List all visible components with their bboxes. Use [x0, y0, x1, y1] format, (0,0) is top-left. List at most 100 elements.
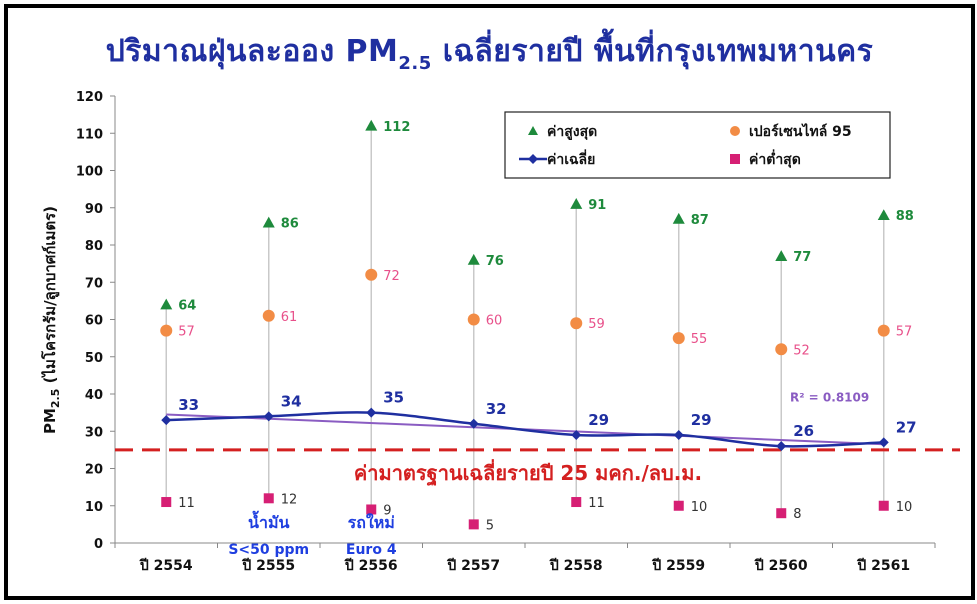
legend-max-symbol	[528, 126, 538, 135]
y-tick-label: 0	[94, 537, 103, 552]
min-marker	[571, 497, 582, 508]
average-value-label: 33	[178, 396, 199, 414]
p95-value-label: 72	[383, 269, 400, 284]
policy-annotation: Euro 4	[346, 542, 397, 558]
y-tick-label: 40	[85, 388, 103, 403]
average-value-label: 29	[588, 411, 609, 429]
min-value-label: 12	[281, 492, 298, 507]
max-marker	[467, 253, 480, 265]
average-value-label: 34	[281, 392, 302, 410]
p95-marker	[467, 313, 480, 326]
y-tick-label: 30	[85, 425, 103, 440]
p95-value-label: 52	[793, 343, 810, 358]
max-marker	[672, 212, 685, 224]
min-value-label: 10	[896, 500, 913, 515]
x-tick-label: ปี 2556	[343, 558, 397, 574]
p95-marker	[160, 324, 173, 337]
y-tick-label: 100	[76, 165, 103, 180]
max-value-label: 77	[793, 250, 811, 265]
chart-title: ปริมาณฝุ่นละออง PM2.5 เฉลี่ยรายปี พื้นที…	[8, 28, 971, 75]
min-marker	[673, 500, 684, 511]
y-tick-label: 60	[85, 314, 103, 329]
y-axis-title: PM2.5 (ไมโครกรัม/ลูกบาศก์เมตร)	[40, 206, 62, 434]
min-marker	[776, 508, 787, 519]
average-value-label: 35	[383, 389, 404, 407]
average-value-label: 29	[691, 411, 712, 429]
max-marker	[877, 209, 890, 220]
legend-min-symbol	[730, 154, 740, 164]
legend-box	[504, 111, 891, 179]
min-value-label: 11	[588, 496, 605, 511]
x-tick-label: ปี 2555	[241, 558, 295, 574]
y-tick-label: 20	[85, 463, 103, 478]
average-marker	[366, 407, 377, 418]
title-rest: เฉลี่ยรายปี พื้นที่กรุงเทพมหานคร	[431, 34, 874, 69]
policy-annotation: S<50 ppm	[228, 542, 309, 558]
max-value-label: 91	[588, 198, 606, 213]
min-value-label: 11	[178, 496, 195, 511]
p95-value-label: 59	[588, 317, 605, 332]
p95-marker	[262, 309, 275, 322]
average-series-line	[166, 411, 884, 448]
y-tick-label: 90	[85, 202, 103, 217]
x-tick-label: ปี 2560	[753, 558, 807, 574]
min-marker	[263, 493, 274, 504]
max-value-label: 112	[383, 120, 410, 135]
min-marker	[161, 497, 172, 508]
average-value-label: 26	[793, 422, 814, 440]
x-tick-label: ปี 2557	[446, 558, 500, 574]
y-tick-label: 70	[85, 276, 103, 291]
standard-line-label: ค่ามาตรฐานเฉลี่ยรายปี 25 มคก./ลบ.ม.	[354, 458, 702, 487]
x-tick-label: ปี 2554	[138, 558, 192, 574]
max-value-label: 64	[178, 299, 196, 314]
p95-value-label: 57	[178, 325, 195, 340]
average-value-label: 27	[896, 418, 917, 436]
p95-marker	[672, 332, 685, 345]
average-value-label: 32	[486, 400, 507, 418]
legend-average-symbol	[528, 154, 538, 164]
policy-annotation: น้ำมัน	[248, 510, 289, 532]
average-marker	[878, 437, 889, 448]
min-marker	[878, 500, 889, 511]
legend-label-p95: เปอร์เซนไทล์ 95	[749, 122, 852, 140]
y-tick-label: 50	[85, 351, 103, 366]
p95-value-label: 61	[281, 310, 298, 325]
min-value-label: 10	[691, 500, 708, 515]
y-tick-label: 120	[76, 90, 103, 105]
x-tick-label: ปี 2558	[548, 558, 602, 574]
x-tick-label: ปี 2559	[651, 558, 705, 574]
p95-value-label: 60	[486, 314, 503, 329]
min-value-label: 5	[486, 518, 494, 533]
max-marker	[160, 298, 173, 310]
min-marker	[366, 504, 377, 515]
p95-marker	[365, 268, 378, 281]
min-marker	[468, 519, 479, 530]
max-value-label: 86	[281, 217, 299, 232]
legend-p95-symbol	[730, 126, 740, 136]
average-marker	[468, 418, 479, 429]
legend-label-max: ค่าสูงสุด	[547, 124, 597, 140]
average-marker	[571, 429, 582, 440]
legend-label-min: ค่าต่ำสุด	[749, 149, 801, 168]
max-marker	[570, 198, 583, 209]
p95-value-label: 57	[896, 325, 913, 340]
average-marker	[263, 411, 274, 422]
average-marker	[776, 441, 787, 452]
min-value-label: 8	[793, 507, 801, 522]
average-marker	[161, 415, 172, 426]
policy-annotation: รถใหม่	[348, 513, 395, 532]
average-marker	[673, 429, 684, 440]
max-marker	[775, 250, 788, 261]
max-value-label: 88	[896, 209, 914, 224]
p95-marker	[775, 343, 788, 356]
y-tick-label: 80	[85, 239, 103, 254]
p95-marker	[877, 324, 890, 337]
max-marker	[365, 119, 378, 131]
y-tick-label: 110	[76, 127, 103, 142]
title-main: ปริมาณฝุ่นละออง PM	[105, 34, 399, 69]
max-value-label: 87	[691, 213, 709, 228]
max-marker	[262, 216, 275, 228]
legend-label-avg: ค่าเฉลี่ย	[547, 149, 595, 168]
min-value-label: 9	[383, 503, 391, 518]
